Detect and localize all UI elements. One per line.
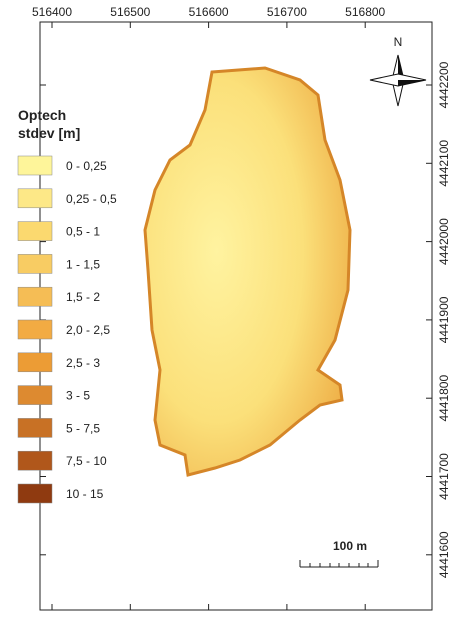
legend-title: stdev [m] — [18, 125, 80, 141]
x-tick-label: 516400 — [32, 5, 72, 19]
legend-label: 2,5 - 3 — [66, 356, 100, 370]
legend-label: 0,25 - 0,5 — [66, 192, 117, 206]
y-tick-label: 4441700 — [437, 453, 451, 500]
legend-label: 0 - 0,25 — [66, 159, 107, 173]
x-tick-label: 516600 — [189, 5, 229, 19]
legend-title: Optech — [18, 107, 66, 123]
legend-label: 3 - 5 — [66, 389, 90, 403]
legend-swatch — [17, 221, 53, 241]
legend-swatch — [17, 352, 53, 373]
legend-label: 0,5 - 1 — [66, 225, 100, 239]
legend-label: 7,5 - 10 — [66, 454, 107, 468]
legend-label: 10 - 15 — [66, 487, 104, 501]
legend-swatch — [17, 483, 53, 504]
legend-swatch — [17, 385, 53, 405]
legend-label: 5 - 7,5 — [66, 421, 100, 435]
legend-swatch — [17, 254, 53, 274]
x-tick-label: 516700 — [267, 5, 307, 19]
legend-swatch — [17, 286, 53, 307]
legend-swatch — [17, 450, 53, 471]
y-tick-label: 4442000 — [437, 218, 451, 265]
legend-swatch — [17, 155, 53, 176]
legend-label: 1 - 1,5 — [66, 257, 100, 271]
legend-swatch — [17, 418, 53, 438]
y-tick-label: 4441900 — [437, 296, 451, 343]
x-tick-label: 516500 — [110, 5, 150, 19]
x-tick-label: 516800 — [345, 5, 385, 19]
legend-label: 2,0 - 2,5 — [66, 323, 110, 337]
terrain-area — [143, 66, 352, 477]
y-tick-label: 4442100 — [437, 140, 451, 187]
north-label: N — [394, 35, 403, 49]
y-tick-label: 4441800 — [437, 375, 451, 422]
legend-label: 1,5 - 2 — [66, 290, 100, 304]
scale-label: 100 m — [333, 539, 367, 553]
map-frame — [39, 21, 433, 611]
north-arrow: N — [369, 35, 427, 107]
legend-swatch — [17, 319, 53, 340]
y-tick-label: 4441600 — [437, 531, 451, 578]
scale-bar: 100 m — [299, 539, 379, 568]
y-tick-label: 4442200 — [437, 61, 451, 108]
legend-swatch — [17, 188, 53, 209]
